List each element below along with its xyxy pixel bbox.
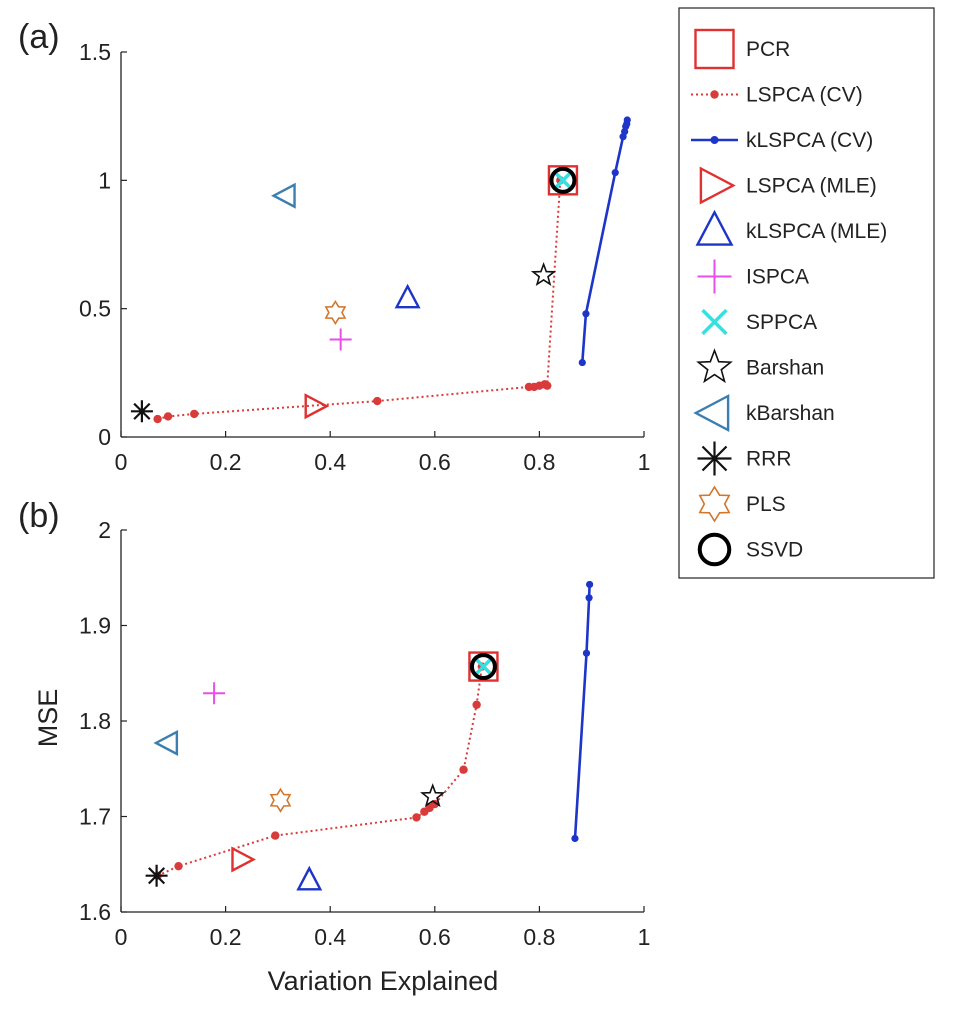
legend-lspca-mle-symbol	[699, 166, 736, 205]
panel-b-lspca-mle-marker	[231, 846, 256, 873]
legend: PCR LSPCA (CV) kLSPCA (CV) LSPCA (MLE) kLSPC…	[678, 7, 935, 579]
panel-a-sppca-marker	[553, 171, 572, 190]
panel-a-x-tick-label: 1	[638, 449, 651, 475]
panel-b-klspca-cv-point	[585, 594, 593, 602]
panel-a-lspca-cv-point	[543, 381, 552, 390]
panel-a-pls-marker	[324, 299, 347, 326]
panel-b-y-tick-label: 2	[98, 517, 111, 543]
panel-a-lspca-cv-point	[373, 396, 382, 406]
panel-b-pls-marker	[269, 787, 292, 813]
panel-a-lspca-cv-point	[153, 414, 162, 424]
legend-sppca-label: SPPCA	[746, 311, 817, 334]
panel-a: (a) 0 0.2 0.4 0.6 0.8 1 0 0.5 1 1.5	[18, 18, 650, 475]
x-axis-label: Variation Explained	[268, 966, 499, 996]
panel-b-x-tick-label: 0	[115, 924, 128, 950]
panel-b-barshan-marker	[420, 783, 446, 808]
panel-b-lspca-cv-point	[472, 700, 481, 709]
legend-lspca-cv-label: LSPCA (CV)	[746, 84, 863, 107]
panel-b: (b) 0 0.2 0.4 0.6 0.8 1 1.6 1.7 1.8 1.9 2	[18, 497, 650, 950]
panel-b-x-tick-label: 0.6	[419, 924, 451, 950]
legend-kbarshan-label: kBarshan	[746, 402, 835, 425]
panel-b-y-tick-label: 1.6	[79, 899, 111, 925]
panel-a-lspca-mle-marker	[304, 393, 330, 420]
panel-b-y-tick-label: 1.7	[79, 804, 111, 830]
legend-pls-label: PLS	[746, 493, 786, 516]
legend-pcr-label: PCR	[746, 38, 790, 61]
panel-a-y-tick-label: 0	[98, 424, 111, 450]
panel-b-y-tick-label: 1.9	[79, 613, 111, 639]
panel-a-ssvd-marker	[549, 166, 577, 194]
legend-barshan-label: Barshan	[746, 357, 824, 380]
panel-b-kbarshan-marker	[153, 729, 179, 756]
legend-ssvd-symbol	[697, 532, 732, 567]
panel-b-lspca-cv-point	[412, 813, 421, 822]
legend-pcr-symbol	[694, 28, 735, 70]
panel-b-label: (b)	[18, 497, 60, 535]
legend-pls-symbol	[698, 485, 731, 523]
panel-a-label: (a)	[18, 18, 60, 56]
legend-barshan-symbol	[696, 348, 733, 384]
panel-b-lspca-cv-point	[459, 765, 468, 774]
legend-sppca-symbol	[701, 308, 728, 336]
panel-b-pcr-marker	[468, 651, 499, 682]
panel-b-klspca-cv-point	[582, 649, 591, 657]
panel-b-x-tick-label: 0.8	[523, 924, 555, 950]
legend-rrr-label: RRR	[746, 448, 792, 471]
legend-ssvd-label: SSVD	[746, 539, 803, 562]
legend-klspca-cv-symbol	[710, 136, 719, 144]
legend-ispca-symbol	[697, 259, 732, 294]
panel-a-y-tick-label: 1	[98, 167, 111, 193]
panel-a-lspca-cv-point	[190, 409, 199, 419]
legend-kbarshan-symbol	[693, 394, 730, 432]
legend-klspca-mle-symbol	[695, 209, 734, 246]
panel-a-barshan-marker	[530, 261, 557, 287]
panel-a-klspca-cv-point	[582, 310, 590, 318]
panel-a-rrr-marker	[130, 400, 153, 423]
panel-a-lspca-cv-point	[163, 412, 173, 421]
panel-a-x-tick-label: 0.2	[210, 449, 242, 475]
panel-b-sppca-marker	[474, 657, 493, 676]
legend-klspca-cv-label: kLSPCA (CV)	[746, 129, 873, 152]
legend-klspca-mle-label: kLSPCA (MLE)	[746, 220, 887, 243]
panel-b-lspca-cv-line	[157, 666, 483, 877]
panel-b-klspca-cv-point	[586, 580, 594, 589]
panel-b-klspca-cv-line	[573, 584, 591, 839]
panel-b-klspca-mle-marker	[296, 865, 323, 891]
panel-b-x-tick-label: 0.2	[210, 924, 242, 950]
panel-b-rrr-marker	[145, 864, 168, 887]
legend-lspca-mle-label: LSPCA (MLE)	[746, 175, 877, 198]
panel-a-klspca-cv-point	[623, 116, 631, 124]
panel-a-ispca-marker	[329, 328, 352, 351]
panel-b-y-tick-label: 1.8	[79, 708, 111, 734]
legend-lspca-cv-symbol	[710, 90, 719, 99]
panel-a-klspca-cv-line	[581, 119, 629, 363]
panel-b-ssvd-marker	[469, 653, 497, 681]
panel-a-x-tick-label: 0.8	[523, 449, 555, 475]
panel-a-x-tick-label: 0.6	[419, 449, 451, 475]
panel-a-x-tick-label: 0.4	[314, 449, 346, 475]
panel-a-klspca-cv-point	[578, 358, 586, 367]
panel-a-y-tick-label: 0.5	[79, 296, 111, 322]
panel-b-lspca-cv-point	[271, 831, 280, 840]
panel-b-x-tick-label: 0.4	[314, 924, 346, 950]
panel-a-y-tick-label: 1.5	[79, 39, 111, 65]
panel-a-klspca-cv-point	[611, 169, 619, 177]
panel-a-x-tick-label: 0	[115, 449, 128, 475]
panel-a-klspca-mle-marker	[394, 283, 421, 309]
panel-a-pcr-marker	[547, 165, 579, 196]
y-axis-label: MSE	[33, 689, 63, 748]
legend-ispca-label: ISPCA	[746, 266, 809, 289]
panel-b-ispca-marker	[203, 682, 226, 705]
legend-rrr-symbol	[697, 441, 732, 476]
legend-box	[678, 7, 935, 579]
panel-b-x-tick-label: 1	[638, 924, 651, 950]
panel-a-kbarshan-marker	[271, 182, 296, 209]
panel-b-klspca-cv-point	[571, 834, 579, 843]
panel-b-lspca-cv-point	[174, 861, 183, 871]
panel-a-lspca-cv-line	[157, 180, 562, 420]
